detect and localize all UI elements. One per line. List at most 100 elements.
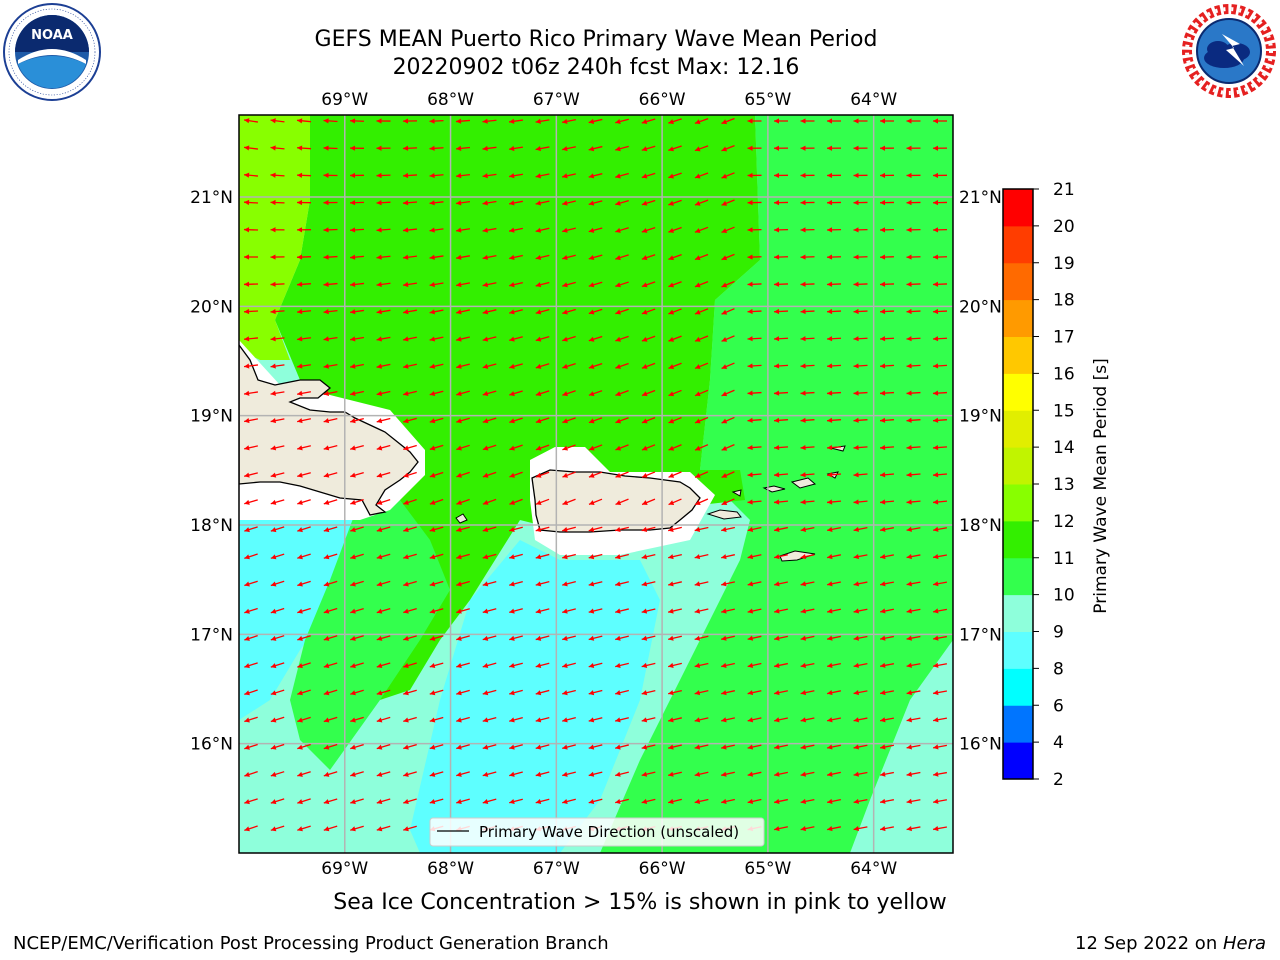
colorbar-tick-label: 14 xyxy=(1053,438,1075,458)
wave-direction-arrowhead xyxy=(588,282,595,288)
wave-direction-arrowhead xyxy=(694,146,701,152)
wave-direction-arrowhead xyxy=(641,798,648,804)
wave-direction-arrowhead xyxy=(880,690,886,696)
wave-direction-arrowhead xyxy=(853,744,860,750)
wave-direction-arrowhead xyxy=(297,390,303,396)
wave-direction-arrowhead xyxy=(694,309,701,315)
wave-direction-arrowhead xyxy=(403,145,409,151)
wave-direction-arrowhead xyxy=(774,717,780,723)
wave-direction-arrowhead xyxy=(774,145,780,151)
colorbar-tick-label: 12 xyxy=(1053,512,1075,532)
wave-direction-arrowhead xyxy=(323,309,329,315)
wave-direction-arrowhead xyxy=(535,309,542,315)
wave-direction-arrowhead xyxy=(270,690,277,696)
wave-direction-arrowhead xyxy=(747,662,754,668)
wave-direction-arrowhead xyxy=(376,690,383,696)
wave-direction-arrowhead xyxy=(535,254,542,260)
colorbar-tick-label: 4 xyxy=(1053,733,1064,753)
wave-direction-arrowhead xyxy=(588,798,595,805)
wave-direction-arrowhead xyxy=(429,145,435,151)
wave-direction-arrowhead xyxy=(880,798,886,804)
wave-direction-arrowhead xyxy=(800,200,806,206)
colorbar-segment xyxy=(1003,668,1033,706)
sea-ice-note: Sea Ice Concentration > 15% is shown in … xyxy=(333,890,947,915)
wave-direction-arrowhead xyxy=(376,608,383,614)
wave-direction-arrowhead xyxy=(403,663,409,669)
wave-direction-arrowhead xyxy=(323,608,330,614)
wave-direction-arrowhead xyxy=(403,445,409,451)
wave-direction-arrowhead xyxy=(456,608,462,614)
wave-direction-arrowhead xyxy=(509,445,515,451)
wave-direction-arrowhead xyxy=(323,554,330,560)
wave-direction-arrowhead xyxy=(350,145,356,151)
wave-direction-arrowhead xyxy=(588,717,595,723)
wave-direction-arrowhead xyxy=(376,336,382,342)
wave-direction-arrowhead xyxy=(668,717,674,723)
lon-tick-label: 64°W xyxy=(850,859,897,879)
wave-direction-arrowhead xyxy=(615,771,621,777)
wave-direction-arrowhead xyxy=(403,363,409,369)
wave-direction-arrowhead xyxy=(350,445,356,451)
wave-direction-arrowhead xyxy=(244,527,250,533)
wave-direction-arrowhead xyxy=(933,553,939,560)
wave-direction-arrowhead xyxy=(482,799,489,805)
wave-direction-arrowhead xyxy=(906,554,913,560)
wave-direction-arrowhead xyxy=(853,390,859,396)
wave-direction-arrowhead xyxy=(615,554,621,560)
legend: Primary Wave Direction (unscaled) xyxy=(429,817,765,847)
wave-direction-arrowhead xyxy=(562,200,568,206)
wave-direction-arrowhead xyxy=(668,690,674,696)
wave-direction-arrowhead xyxy=(827,227,833,233)
wave-direction-arrowhead xyxy=(482,118,488,124)
wave-direction-arrowhead xyxy=(482,527,489,533)
wave-direction-arrowhead xyxy=(800,417,806,423)
wave-direction-arrowhead xyxy=(350,472,356,478)
wave-direction-arrowhead xyxy=(535,391,542,397)
wave-direction-arrowhead xyxy=(350,690,356,696)
wave-direction-arrowhead xyxy=(641,744,648,750)
wave-direction-arrowhead xyxy=(456,500,462,505)
wave-direction-arrowhead xyxy=(535,581,542,587)
wave-direction-arrowhead xyxy=(827,472,833,478)
wave-direction-arrowhead xyxy=(694,526,701,532)
wave-direction-arrowhead xyxy=(774,798,780,804)
wave-direction-arrowhead xyxy=(747,281,753,287)
wave-direction-arrowhead xyxy=(800,581,807,587)
wave-direction-arrowhead xyxy=(403,200,409,206)
wave-direction-arrowhead xyxy=(615,173,621,179)
chart-title: GEFS MEAN Puerto Rico Primary Wave Mean … xyxy=(314,27,878,52)
wave-direction-arrowhead xyxy=(615,635,621,641)
wave-direction-arrowhead xyxy=(853,227,859,233)
wave-direction-arrowhead xyxy=(774,254,780,260)
wave-direction-arrowhead xyxy=(906,308,912,315)
wave-direction-arrowhead xyxy=(482,608,489,614)
wave-direction-arrowhead xyxy=(376,472,383,478)
wave-direction-arrowhead xyxy=(482,227,488,233)
wave-direction-arrowhead xyxy=(800,798,807,804)
wave-direction-arrowhead xyxy=(270,172,276,178)
wave-direction-arrowhead xyxy=(615,282,621,288)
wave-direction-arrowhead xyxy=(880,581,886,587)
wave-direction-arrowhead xyxy=(641,635,648,641)
wave-direction-arrowhead xyxy=(270,717,277,723)
wave-direction-arrowhead xyxy=(323,826,330,832)
wave-direction-arrowhead xyxy=(376,581,383,587)
wave-direction-arrowhead xyxy=(615,255,621,261)
wave-direction-arrowhead xyxy=(323,744,330,750)
wave-direction-arrowhead xyxy=(853,118,859,124)
lat-tick-label: 21°N xyxy=(190,188,233,208)
lat-tick-label-right: 21°N xyxy=(959,188,1002,208)
wave-direction-arrowhead xyxy=(403,254,409,260)
colorbar-tick-label: 11 xyxy=(1053,549,1075,569)
wave-direction-arrowhead xyxy=(827,635,833,641)
wave-direction-arrowhead xyxy=(297,472,303,478)
wave-direction-arrowhead xyxy=(668,472,675,478)
wave-direction-arrowhead xyxy=(588,608,595,614)
wave-direction-arrowhead xyxy=(350,581,356,587)
wave-direction-arrowhead xyxy=(747,308,753,315)
wave-direction-arrowhead xyxy=(588,581,595,587)
wave-direction-arrowhead xyxy=(588,472,595,478)
wave-direction-arrowhead xyxy=(933,444,939,451)
wave-direction-arrowhead xyxy=(800,336,806,342)
wave-direction-arrowhead xyxy=(668,771,674,777)
